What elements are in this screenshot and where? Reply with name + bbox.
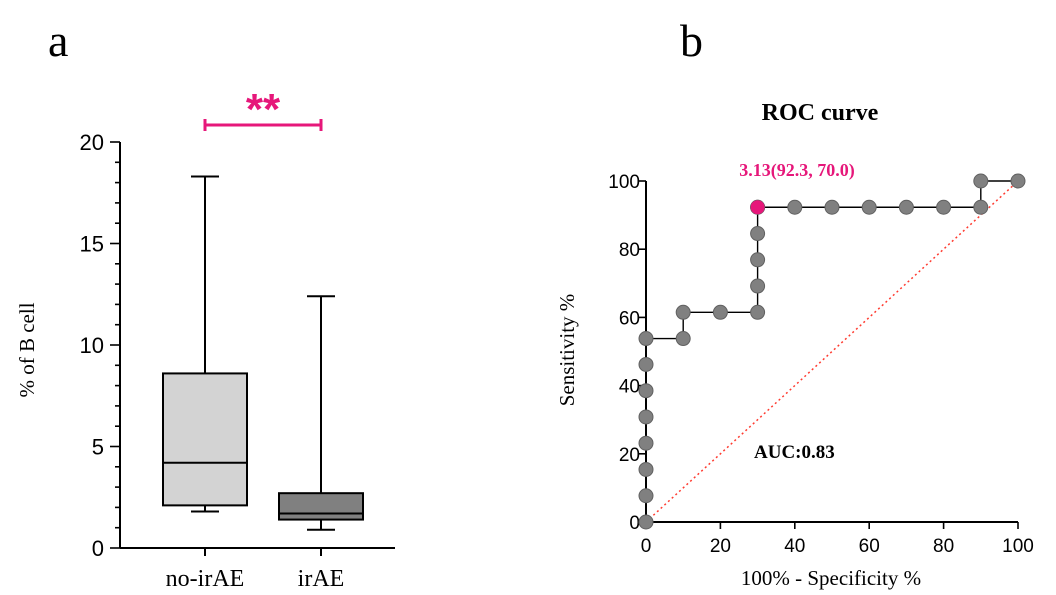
boxplot-y-tick-label: 10: [80, 333, 104, 358]
roc-x-tick-label: 100: [1002, 536, 1034, 557]
roc-x-tick-label: 40: [784, 536, 805, 557]
roc-xlabel: 100% - Specificity %: [741, 566, 921, 590]
roc-ylabel: Sensitivity %: [555, 294, 579, 407]
roc-point: [750, 226, 766, 242]
roc-point: [675, 331, 691, 347]
boxplot-box-irAE: [278, 492, 364, 521]
boxplot-box-no-irAE: [162, 372, 248, 507]
roc-x-tick-label: 0: [641, 536, 652, 557]
roc-point: [861, 199, 877, 215]
boxplot-category-label: irAE: [298, 566, 345, 592]
roc-point: [638, 461, 654, 477]
roc-highlight-label: 3.13(92.3, 70.0): [739, 160, 855, 181]
roc-point: [638, 435, 654, 451]
roc-point: [787, 199, 803, 215]
boxplot-y-tick-label: 15: [80, 232, 104, 257]
roc-y-tick-label: 60: [619, 308, 640, 329]
roc-x-tick-label: 20: [710, 536, 731, 557]
boxplot-category-label: no-irAE: [166, 566, 245, 592]
roc-point: [750, 304, 766, 320]
roc-point: [936, 199, 952, 215]
roc-point: [824, 199, 840, 215]
roc-point: [638, 331, 654, 347]
roc-point: [675, 304, 691, 320]
boxplot-y-tick-label: 20: [80, 130, 104, 155]
roc-y-tick-label: 0: [629, 513, 640, 534]
roc-point: [712, 304, 728, 320]
roc-point: [1010, 173, 1026, 189]
roc-point: [638, 488, 654, 504]
roc-point: [973, 199, 989, 215]
roc-point: [750, 278, 766, 294]
boxplot-chart: % of B cell 0 5 10 15 20 no-irAE irAE **: [15, 85, 395, 592]
panel-b-letter: b: [680, 15, 703, 66]
roc-auc-annotation: AUC:0.83: [754, 442, 835, 463]
roc-point: [750, 252, 766, 268]
roc-point: [638, 356, 654, 372]
boxplot-y-tick-label: 5: [92, 435, 104, 460]
roc-point: [638, 383, 654, 399]
roc-title: ROC curve: [762, 100, 879, 126]
roc-x-tick-label: 60: [859, 536, 880, 557]
roc-y-tick-label: 40: [619, 377, 640, 398]
boxplot-y-tick-label: 0: [92, 536, 104, 561]
roc-x-tick-label: 80: [933, 536, 954, 557]
panel-a-letter: a: [48, 15, 68, 66]
roc-chart: ROC curve 100% - Specificity % Sensitivi…: [555, 100, 1034, 590]
boxplot-ylabel: % of B cell: [15, 302, 39, 397]
roc-point: [638, 514, 654, 530]
significance-label: **: [246, 85, 281, 134]
roc-y-tick-label: 80: [619, 240, 640, 261]
roc-point: [973, 173, 989, 189]
roc-reference-line: [645, 180, 1019, 523]
roc-y-tick-label: 20: [619, 445, 640, 466]
roc-y-tick-label: 100: [608, 172, 640, 193]
roc-point: [638, 409, 654, 425]
roc-highlight-point: [750, 200, 765, 215]
roc-point: [898, 199, 914, 215]
